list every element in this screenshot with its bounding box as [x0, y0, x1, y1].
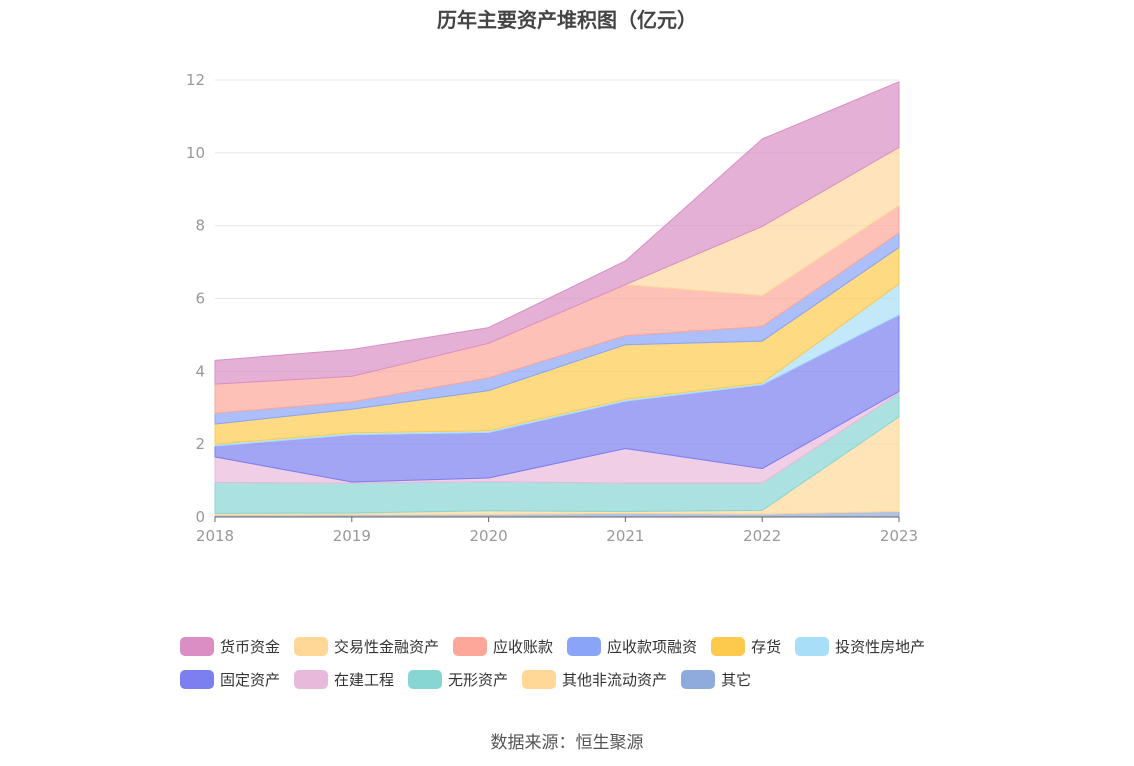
legend-swatch [180, 670, 214, 689]
y-tick-label: 0 [195, 508, 205, 526]
legend-swatch [294, 637, 329, 656]
legend-item[interactable]: 在建工程 [294, 669, 394, 690]
chart-title: 历年主要资产堆积图（亿元） [437, 8, 697, 32]
y-tick-label: 12 [186, 71, 205, 89]
legend-label: 固定资产 [220, 671, 281, 689]
data-source-note: 数据来源：恒生聚源 [490, 733, 644, 753]
y-tick-label: 6 [195, 290, 205, 308]
legend-swatch [681, 670, 716, 689]
legend-swatch [408, 670, 443, 689]
legend-swatch [453, 637, 488, 656]
legend-label: 无形资产 [448, 671, 509, 689]
legend-swatch [522, 670, 557, 689]
legend-item[interactable]: 其他非流动资产 [522, 669, 667, 690]
legend-item[interactable]: 货币资金 [180, 636, 280, 657]
legend-swatch [294, 670, 329, 689]
legend-label: 其他非流动资产 [562, 671, 668, 689]
x-tick-label: 2019 [333, 527, 371, 545]
x-tick-label: 2018 [196, 527, 234, 545]
legend-label: 在建工程 [334, 671, 395, 689]
legend-swatch [795, 637, 830, 656]
legend-item[interactable]: 交易性金融资产 [294, 636, 439, 657]
legend-swatch [711, 637, 746, 656]
y-tick-label: 10 [186, 144, 205, 162]
x-tick-label: 2020 [470, 527, 508, 545]
legend-label: 存货 [751, 638, 782, 656]
legend-swatch [567, 637, 602, 656]
chart-legend: 货币资金 交易性金融资产 应收账款 应收款项融资 存货 投资性房地产固定资产 在建工程 无形资… [180, 630, 1000, 696]
legend-item[interactable]: 其它 [681, 669, 751, 690]
legend-item[interactable]: 投资性房地产 [795, 636, 925, 657]
legend-label: 应收款项融资 [607, 638, 698, 656]
series-area [214, 81, 900, 385]
legend-label: 其它 [721, 671, 752, 689]
y-tick-label: 8 [195, 217, 205, 235]
stacked-area-chart: 0 2 4 6 8 10 12 2018 2019 2020 2021 2022 2023 [186, 71, 918, 545]
legend-item[interactable]: 存货 [711, 636, 781, 657]
x-tick-label: 2023 [880, 527, 918, 545]
legend-item[interactable]: 应收款项融资 [567, 636, 697, 657]
x-tick-label: 2022 [743, 527, 781, 545]
legend-row: 货币资金 交易性金融资产 应收账款 应收款项融资 存货 投资性房地产 [180, 630, 1000, 663]
legend-label: 投资性房地产 [835, 638, 926, 656]
y-tick-label: 4 [195, 362, 205, 380]
legend-item[interactable]: 固定资产 [180, 669, 280, 690]
legend-item[interactable]: 无形资产 [408, 669, 508, 690]
y-tick-label: 2 [195, 435, 205, 453]
legend-item[interactable]: 应收账款 [453, 636, 553, 657]
legend-swatch [180, 637, 214, 656]
legend-label: 应收账款 [493, 638, 554, 656]
legend-row: 固定资产 在建工程 无形资产 其他非流动资产 其它 [180, 663, 1000, 696]
legend-label: 交易性金融资产 [334, 638, 440, 656]
legend-label: 货币资金 [220, 638, 281, 656]
x-tick-label: 2021 [606, 527, 644, 545]
